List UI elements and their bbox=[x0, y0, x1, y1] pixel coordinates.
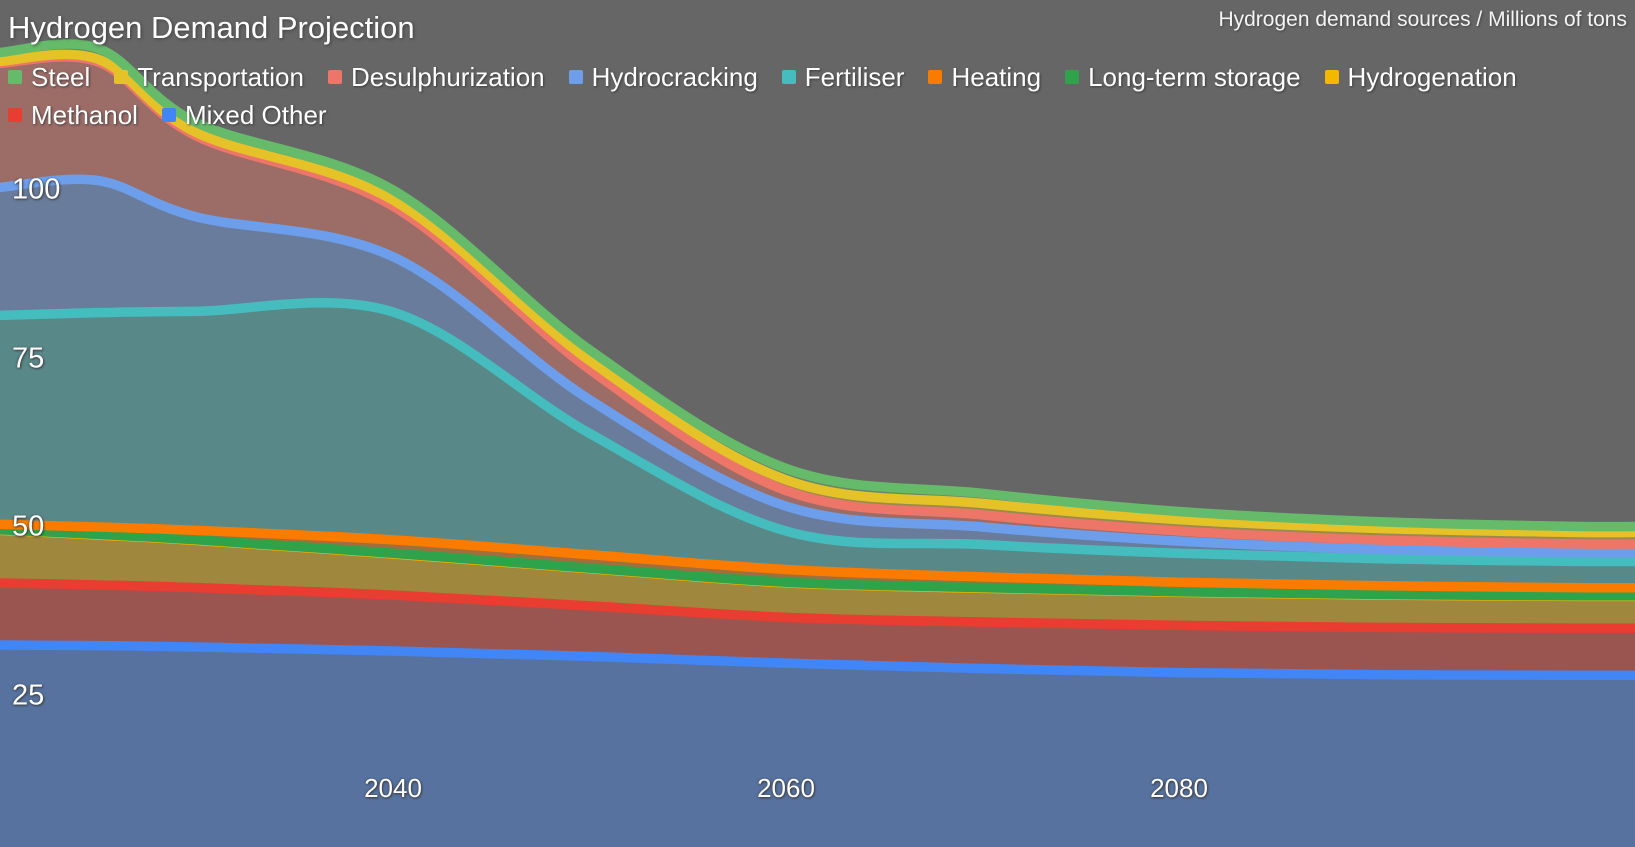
legend-color-swatch-desulphurization bbox=[327, 70, 342, 84]
chart-subtitle: Hydrogen demand sources / Millions of to… bbox=[1218, 8, 1627, 31]
legend-item-mixed-other[interactable]: Mixed Other bbox=[161, 98, 327, 132]
legend-item-desulphurization[interactable]: Desulphurization bbox=[327, 60, 545, 94]
legend-label: Steel bbox=[31, 62, 91, 92]
legend-label: Transportation bbox=[137, 62, 304, 92]
series-line-methanol[interactable] bbox=[0, 578, 1635, 633]
y-axis-label: 50 bbox=[12, 510, 45, 543]
series-line-long-term-storage[interactable] bbox=[0, 524, 1635, 601]
legend-label: Fertiliser bbox=[804, 62, 905, 92]
area-fill-hydrocracking bbox=[0, 179, 1635, 562]
area-fill-mixed-other bbox=[0, 644, 1635, 847]
legend-item-hydrogenation[interactable]: Hydrogenation bbox=[1324, 60, 1517, 94]
legend-label: Hydrogenation bbox=[1347, 62, 1517, 92]
y-axis-label: 100 bbox=[12, 173, 61, 206]
legend-color-swatch-long-term-storage bbox=[1065, 70, 1080, 84]
chart-title: Hydrogen Demand Projection bbox=[8, 10, 415, 45]
legend-item-long-term-storage[interactable]: Long-term storage bbox=[1065, 60, 1301, 94]
y-axis-label: 25 bbox=[12, 679, 45, 711]
series-line-steel[interactable] bbox=[0, 39, 1635, 532]
legend-color-swatch-heating bbox=[928, 70, 943, 84]
y-axis-label: 75 bbox=[12, 342, 45, 374]
area-fill-fertiliser bbox=[0, 302, 1635, 588]
x-axis-label: 2080 bbox=[1150, 773, 1208, 803]
series-line-hydrocracking[interactable] bbox=[0, 174, 1635, 558]
legend-item-hydrocracking[interactable]: Hydrocracking bbox=[568, 60, 758, 94]
legend-color-swatch-hydrogenation bbox=[1324, 70, 1339, 84]
legend-label: Mixed Other bbox=[184, 100, 327, 130]
series-line-heating[interactable] bbox=[0, 519, 1635, 593]
area-fill-methanol bbox=[0, 582, 1635, 676]
legend-item-methanol[interactable]: Methanol bbox=[8, 98, 138, 132]
legend-item-fertiliser[interactable]: Fertiliser bbox=[781, 60, 905, 94]
legend-label: Heating bbox=[951, 62, 1042, 92]
x-axis-label: 2060 bbox=[757, 773, 815, 803]
legend-item-steel[interactable]: Steel bbox=[8, 60, 90, 94]
series-line-transportation[interactable] bbox=[0, 49, 1635, 538]
legend-color-swatch-fertiliser bbox=[781, 70, 796, 84]
series-line-mixed-other[interactable] bbox=[0, 640, 1635, 681]
legend-item-transportation[interactable]: Transportation bbox=[114, 60, 304, 94]
legend-item-heating[interactable]: Heating bbox=[928, 60, 1041, 94]
legend-label: Long-term storage bbox=[1088, 62, 1301, 92]
legend-color-swatch-mixed-other bbox=[161, 108, 176, 122]
legend-label: Desulphurization bbox=[350, 62, 545, 92]
area-fill-hydrogenation bbox=[0, 530, 1635, 629]
legend-color-swatch-hydrocracking bbox=[568, 70, 583, 84]
legend-color-swatch-transportation bbox=[114, 70, 129, 84]
legend-color-swatch-methanol bbox=[8, 108, 22, 122]
legend-color-swatch-steel bbox=[8, 70, 22, 84]
series-line-fertiliser[interactable] bbox=[0, 298, 1635, 567]
x-axis-label: 2040 bbox=[364, 773, 422, 803]
legend-label: Methanol bbox=[31, 100, 138, 130]
legend: Steel Transportation Desulphurization Hydro… bbox=[8, 60, 1629, 132]
legend-label: Hydrocracking bbox=[591, 62, 758, 92]
